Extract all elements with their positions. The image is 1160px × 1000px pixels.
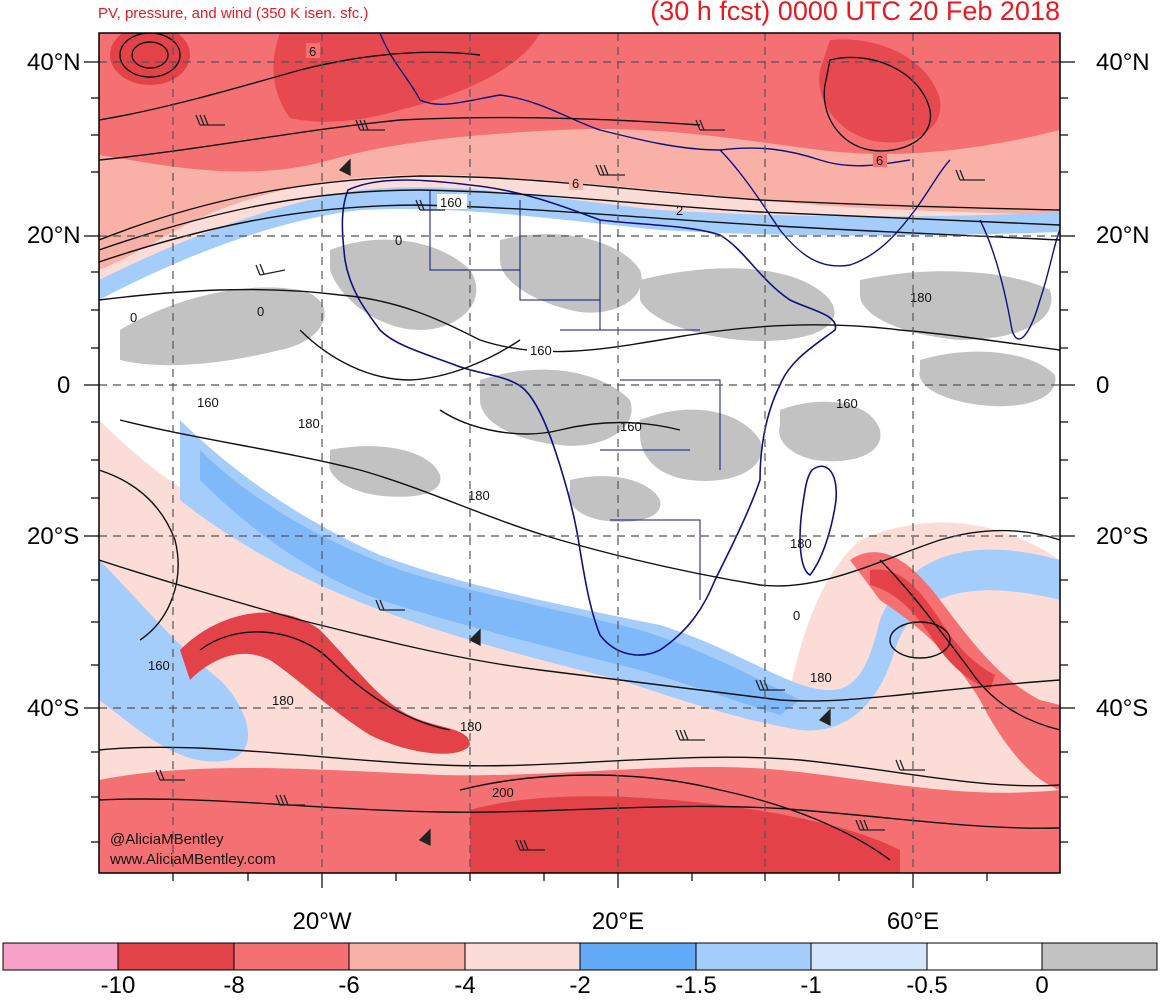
contour-label: 160	[197, 395, 219, 410]
gray-patch-3	[500, 234, 642, 313]
gray-patch-1	[120, 287, 325, 366]
colorbar-label: -6	[338, 972, 360, 999]
colorbar-label: -2	[569, 972, 591, 999]
south-pv-core	[470, 796, 900, 873]
lon-label-20w: 20°W	[292, 908, 352, 935]
colorbar-swatch	[464, 942, 581, 971]
lon-label-60e: 60°E	[886, 908, 940, 935]
contour-label: 180	[810, 670, 832, 685]
northwest-pv-low	[110, 33, 190, 85]
colorbar-swatch	[810, 942, 928, 971]
gray-patch-8	[779, 401, 881, 462]
colorbar-swatch	[2, 942, 119, 971]
colorbar-swatch	[579, 942, 697, 971]
lat-label-20n-left: 20°N	[27, 222, 81, 249]
colorbar-swatch	[117, 942, 235, 971]
colorbar-swatch	[695, 942, 812, 971]
africa-coastline	[341, 179, 837, 656]
contour-label: 180	[468, 488, 490, 503]
north-blue-band	[99, 187, 1060, 300]
colorbar-label: -1.5	[675, 972, 717, 999]
contour-label: 160	[836, 396, 858, 411]
colorbar-label: -8	[223, 972, 245, 999]
contour-label: 0	[257, 304, 264, 319]
gray-patch-4	[640, 268, 835, 341]
southeast-pv-core	[870, 569, 995, 690]
southwest-pv-streamer	[180, 612, 470, 754]
madagascar-coastline	[799, 465, 837, 577]
graticule	[99, 33, 1060, 873]
contour-labels: 6 6 6 160 0 0 0 160 160 180 160 160 180 …	[130, 43, 932, 800]
gray-patch-10	[329, 446, 441, 497]
southeast-pv-streamer	[850, 552, 1060, 790]
contour-label: 0	[793, 608, 800, 623]
lat-label-20n-right: 20°N	[1096, 222, 1150, 249]
north-pv-max	[273, 33, 540, 122]
south-blue-core	[200, 450, 800, 715]
axis-ticks	[84, 61, 1075, 888]
credit-website: www.AliciaMBentley.com	[110, 851, 276, 868]
southwest-blue	[99, 560, 249, 762]
map-subtitle: PV, pressure, and wind (350 K isen. sfc.…	[98, 5, 369, 22]
lat-label-eq-right: 0	[1096, 372, 1110, 399]
arabia-coastline	[719, 149, 951, 267]
northeast-pv-max	[819, 39, 941, 143]
lat-label-40n-right: 40°N	[1096, 49, 1150, 76]
contour-label: 160	[620, 419, 642, 434]
contour-label: 160	[440, 195, 462, 210]
contour-label: 160	[148, 658, 170, 673]
lat-label-40s-right: 40°S	[1096, 695, 1149, 722]
lat-label-eq-left: 0	[57, 372, 71, 399]
gray-patch-9	[919, 351, 1056, 407]
contour-label: 180	[910, 290, 932, 305]
contour-label: 200	[492, 785, 514, 800]
india-coastline	[979, 219, 1060, 340]
contour-label: 6	[572, 176, 579, 191]
pv-field: 6 6 6 160 0 0 0 160 160 180 160 160 180 …	[99, 33, 1060, 873]
colorbar-swatch	[926, 942, 1043, 971]
credit-handle: @AliciaMBentley	[110, 831, 224, 848]
colorbar-swatch	[348, 942, 466, 971]
colorbar-label: -1	[800, 972, 822, 999]
contour-label: 160	[530, 343, 552, 358]
contour-label: 180	[272, 693, 294, 708]
colorbar-label: 0	[1035, 972, 1049, 999]
gray-patch-6	[480, 369, 632, 446]
europe-coastline	[379, 33, 911, 167]
pressure-contours	[99, 33, 1060, 861]
lat-label-40s-left: 40°S	[27, 695, 80, 722]
contour-label: 180	[460, 719, 482, 734]
contour-label: 0	[395, 233, 402, 248]
contour-label: 6	[309, 44, 316, 59]
lat-label-20s-right: 20°S	[1096, 523, 1149, 550]
gray-patch-11	[568, 476, 661, 522]
wind-barbs	[155, 114, 985, 851]
africa-borders	[429, 190, 721, 600]
colorbar	[2, 942, 1158, 971]
lat-label-40n-left: 40°N	[27, 49, 81, 76]
map-frame	[98, 32, 1061, 874]
colorbar-label: -10	[100, 972, 136, 999]
colorbar-label: -4	[454, 972, 476, 999]
gray-patch-2	[330, 239, 477, 330]
colorbar-swatch	[1041, 942, 1158, 971]
colorbar-label: -0.5	[906, 972, 948, 999]
lon-label-20e: 20°E	[591, 908, 645, 935]
lat-label-20s-left: 20°S	[27, 523, 80, 550]
contour-label: 180	[790, 536, 812, 551]
forecast-title: (30 h fcst) 0000 UTC 20 Feb 2018	[650, 0, 1060, 26]
contour-label: 0	[130, 310, 137, 325]
contour-label: 2	[676, 203, 683, 218]
contour-label: 6	[876, 153, 883, 168]
colorbar-swatch	[233, 942, 350, 971]
contour-label: 180	[298, 416, 320, 431]
